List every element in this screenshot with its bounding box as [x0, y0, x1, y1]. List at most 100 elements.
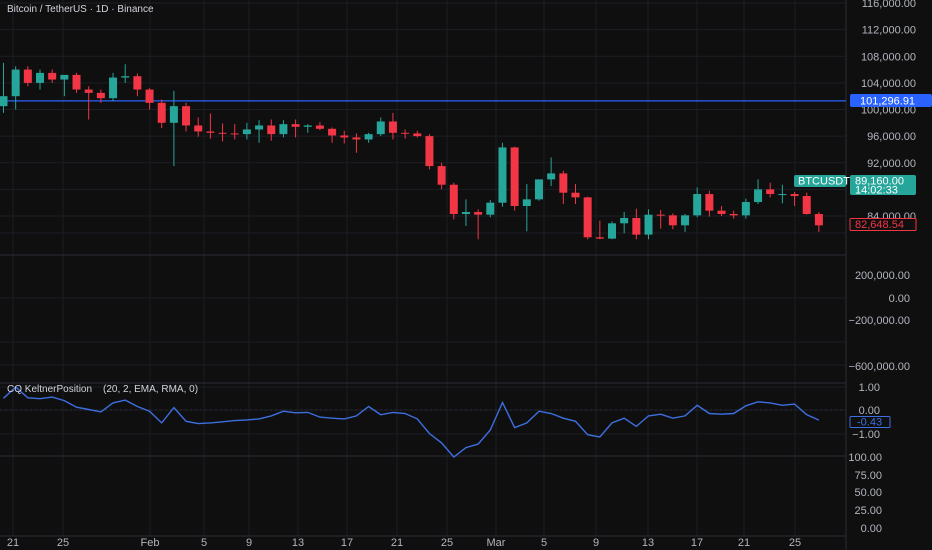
candle	[96, 89, 105, 103]
time-tick-label: 21	[738, 537, 750, 549]
time-tick-label: Mar	[487, 537, 506, 549]
candle	[315, 122, 324, 131]
candle	[717, 206, 726, 216]
candle	[802, 192, 811, 215]
price-tick-label: 96,000.00	[867, 131, 916, 143]
hline-price-label: 101,296.91	[850, 94, 932, 108]
bottom-tick-label: 50.00	[854, 487, 882, 499]
candle	[705, 190, 714, 217]
candle	[145, 88, 154, 110]
bottom-tick-label: 75.00	[854, 470, 882, 482]
candle	[206, 113, 215, 139]
indicator-tick-label: 1.00	[859, 382, 880, 394]
time-tick-label: 9	[593, 537, 599, 549]
candle	[376, 117, 385, 137]
candle	[133, 73, 142, 97]
time-tick-label: 25	[57, 537, 69, 549]
candle	[194, 117, 203, 137]
indicator-title[interactable]: CQ KeltnerPosition	[7, 384, 92, 395]
candle	[291, 119, 300, 138]
time-tick-label: 21	[7, 537, 19, 549]
candle	[571, 184, 580, 205]
candle	[510, 146, 519, 211]
time-tick-label: 21	[391, 537, 403, 549]
candle	[729, 210, 738, 219]
candle	[109, 72, 118, 102]
candle	[11, 66, 20, 110]
svg-text:101,296.91: 101,296.91	[860, 96, 915, 108]
grid-lines	[0, 0, 846, 536]
bottom-tick-label: 25.00	[854, 505, 882, 517]
candle	[437, 162, 446, 190]
candle	[547, 157, 556, 187]
indicator-tick-label: −1.00	[852, 429, 880, 441]
candle	[364, 132, 373, 143]
svg-text:82,648.54: 82,648.54	[855, 219, 904, 231]
candle	[681, 214, 690, 232]
candle	[754, 179, 763, 205]
candle	[388, 112, 397, 140]
candlestick-series	[0, 62, 823, 240]
candle	[778, 184, 787, 204]
candle	[0, 62, 8, 113]
time-tick-label: 13	[642, 537, 654, 549]
candle	[169, 90, 178, 167]
low-price-label: 82,648.54	[849, 218, 917, 231]
price-tick-label: 116,000.00	[862, 0, 916, 10]
indicator-tick-label: 0.00	[859, 405, 880, 417]
candle	[693, 187, 702, 218]
candle	[72, 72, 81, 93]
candle	[279, 120, 288, 138]
candle	[328, 127, 337, 143]
candle	[60, 74, 69, 97]
price-tick-label: 108,000.00	[861, 51, 916, 63]
candle	[182, 102, 191, 132]
volume-tick-label: −200,000.00	[849, 315, 910, 327]
candle	[461, 199, 470, 226]
candle	[303, 124, 312, 133]
symbol-tag: BTCUSDT	[794, 175, 850, 188]
volume-axis[interactable]: 200,000.00 0.00 −200,000.00 −600,000.00	[849, 270, 910, 373]
last-price-label: 89,160.00 14:02:33	[850, 175, 916, 197]
candle	[84, 86, 93, 120]
candle	[608, 221, 616, 240]
time-tick-label: 25	[441, 537, 453, 549]
indicator-axis[interactable]: 1.00 0.00 −1.00	[852, 382, 880, 441]
candle	[230, 124, 239, 140]
candle	[656, 210, 665, 229]
indicator-params: (20, 2, EMA, RMA, 0)	[103, 384, 198, 395]
candle	[498, 142, 507, 207]
volume-tick-label: −600,000.00	[849, 361, 910, 373]
candle	[255, 120, 264, 143]
bottom-tick-label: 0.00	[861, 523, 882, 535]
svg-text:89,160.00: 89,160.00	[855, 176, 904, 188]
time-tick-label: 17	[341, 537, 353, 549]
price-axis[interactable]: 116,000.00 112,000.00 108,000.00 104,000.00…	[861, 0, 916, 223]
candle	[741, 198, 750, 219]
time-tick-label: 5	[541, 537, 547, 549]
candle	[632, 208, 641, 240]
candle	[559, 170, 568, 205]
volume-tick-label: 0.00	[889, 293, 910, 305]
candle	[413, 130, 422, 138]
volume-tick-label: 200,000.00	[855, 270, 910, 282]
candle	[534, 179, 543, 201]
time-tick-label: 25	[789, 537, 801, 549]
time-tick-label: Feb	[141, 537, 160, 549]
candle	[814, 212, 823, 232]
candle	[620, 212, 629, 234]
symbol-title[interactable]: Bitcoin / TetherUS · 1D · Binance	[7, 4, 154, 15]
candle	[644, 209, 653, 240]
svg-text:-0.43: -0.43	[857, 417, 882, 429]
candle	[583, 196, 592, 240]
candle	[401, 129, 410, 139]
time-axis[interactable]: 21 25 Feb 5 9 13 17 21 25 Mar 5 9 13 17 21 25	[7, 537, 801, 549]
candle	[352, 133, 361, 153]
bottom-pane-axis[interactable]: 100.00 75.00 50.00 25.00 0.00	[848, 452, 882, 535]
price-tick-label: 100,000.00	[861, 105, 916, 117]
time-tick-label: 17	[691, 537, 703, 549]
candle	[790, 192, 799, 207]
candle	[48, 69, 57, 83]
